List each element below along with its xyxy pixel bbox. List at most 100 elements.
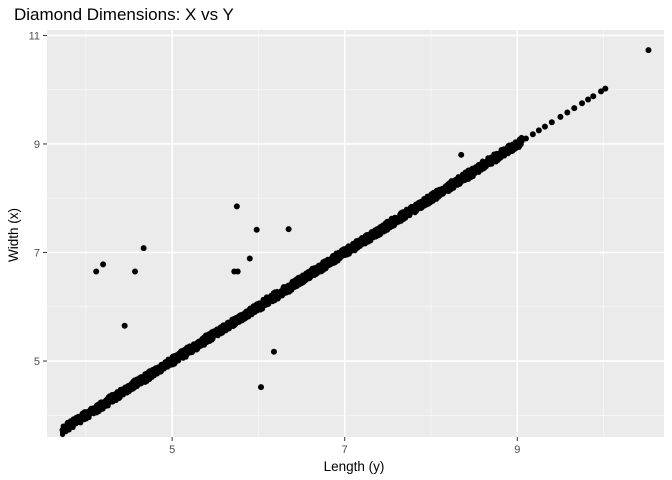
data-point	[412, 204, 418, 210]
data-point	[299, 278, 305, 284]
data-point	[259, 306, 265, 312]
data-point	[232, 317, 238, 324]
minor-gridlines	[47, 30, 664, 437]
data-point	[141, 372, 148, 378]
data-point	[571, 105, 578, 112]
data-point	[409, 209, 416, 215]
data-point	[148, 368, 154, 374]
data-point	[214, 332, 220, 338]
data-point	[535, 127, 542, 134]
data-point	[430, 198, 436, 204]
data-point	[417, 199, 423, 205]
data-point	[522, 135, 529, 142]
data-point	[407, 205, 413, 211]
data-point	[598, 88, 605, 95]
data-point	[590, 93, 597, 100]
data-point	[165, 360, 171, 366]
data-point	[479, 158, 486, 164]
data-point	[239, 313, 245, 319]
data-point	[137, 380, 143, 386]
data-point	[516, 143, 522, 150]
data-point	[59, 431, 66, 438]
data-point	[448, 184, 454, 190]
x-tick-label: 7	[342, 444, 348, 456]
data-point	[443, 184, 449, 190]
y-axis-title: Width (x)	[6, 208, 21, 262]
data-point	[310, 271, 316, 278]
data-point	[512, 139, 519, 145]
data-point	[458, 178, 464, 184]
data-point	[557, 113, 564, 120]
data-point	[602, 85, 609, 92]
data-points	[59, 47, 652, 438]
data-point	[140, 245, 147, 252]
data-point	[396, 218, 402, 224]
data-point	[93, 268, 100, 275]
data-point	[242, 309, 248, 316]
major-gridlines	[47, 30, 664, 437]
data-point	[351, 246, 357, 252]
data-point	[475, 162, 481, 168]
data-point	[191, 341, 198, 347]
data-point	[454, 175, 460, 181]
data-point	[360, 239, 367, 245]
data-point	[233, 203, 240, 210]
data-point	[511, 144, 517, 150]
data-point	[473, 168, 479, 174]
data-point	[263, 294, 270, 300]
data-point	[160, 361, 166, 367]
data-point	[400, 209, 406, 215]
data-point	[401, 216, 407, 222]
data-point	[316, 267, 322, 273]
dense-point-band	[59, 134, 525, 438]
data-point	[392, 214, 398, 220]
data-point	[77, 419, 83, 425]
data-point	[579, 100, 586, 107]
data-point	[529, 131, 536, 138]
data-point	[354, 241, 360, 247]
data-point	[175, 355, 182, 361]
data-point	[285, 226, 292, 233]
data-point	[121, 322, 128, 329]
data-point	[206, 334, 212, 341]
data-point	[364, 231, 370, 238]
data-point	[423, 197, 429, 204]
data-point	[114, 393, 120, 399]
data-point	[501, 153, 507, 159]
data-point	[541, 123, 548, 130]
data-point	[146, 376, 152, 382]
data-point	[477, 166, 484, 173]
data-point	[188, 347, 194, 353]
data-point	[194, 347, 200, 353]
data-point	[464, 176, 471, 182]
data-point	[99, 406, 106, 412]
data-point	[249, 311, 255, 317]
data-point	[254, 308, 261, 314]
data-point	[291, 278, 297, 284]
data-point	[268, 294, 274, 300]
data-point	[270, 348, 277, 355]
data-point	[255, 302, 261, 309]
data-point	[266, 301, 272, 307]
data-point	[509, 148, 515, 155]
data-point	[66, 421, 73, 427]
data-point	[246, 255, 253, 262]
data-point	[458, 151, 465, 158]
x-tick-label: 9	[514, 444, 520, 456]
data-point	[469, 171, 475, 177]
data-point	[93, 408, 99, 414]
data-point	[106, 396, 112, 402]
data-point	[307, 275, 313, 281]
data-point	[230, 323, 236, 329]
data-point	[645, 47, 652, 54]
data-point	[132, 378, 138, 384]
data-point	[251, 304, 257, 310]
data-point	[564, 109, 571, 116]
y-tick-label: 9	[34, 139, 40, 151]
data-point	[346, 246, 352, 252]
data-point	[585, 96, 592, 103]
x-axis-ticks: 5 7 9	[169, 437, 520, 456]
y-tick-label: 11	[29, 30, 40, 42]
data-point	[197, 339, 203, 345]
